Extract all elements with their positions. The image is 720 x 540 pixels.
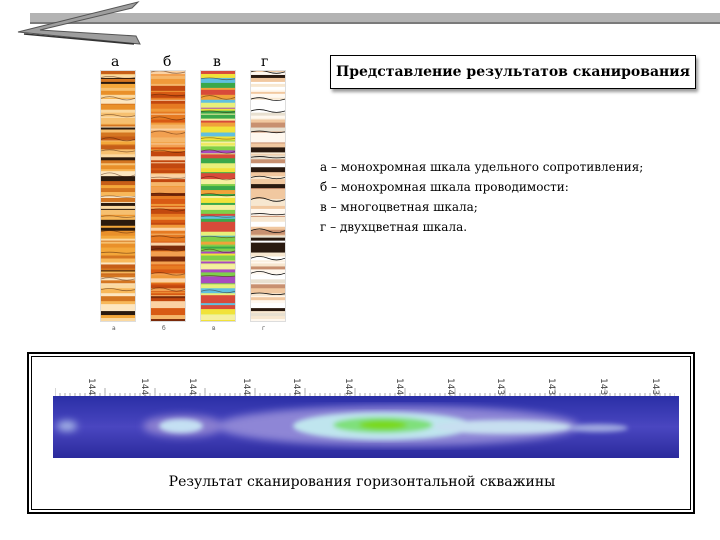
- log-image-multicolor: [200, 70, 236, 322]
- column-letter-g: г: [261, 54, 269, 70]
- legend-item-g: г – двухцветная шкала.: [320, 220, 468, 234]
- scan-caption: Результат сканирования горизонтальной ск…: [168, 474, 556, 490]
- legend-item-v: в – многоцветная шкала;: [320, 200, 478, 214]
- log-image-monochrome-conductivity: [150, 70, 186, 322]
- column-foot-a: а: [112, 325, 116, 332]
- legend-item-b: б – монохромная шкала проводимости:: [320, 180, 569, 194]
- page-title: Представление результатов сканирования: [336, 64, 690, 80]
- column-letter-v: в: [213, 54, 221, 70]
- scan-frame: [27, 352, 695, 514]
- log-image-two-color: [250, 70, 286, 322]
- column-letter-b: б: [163, 54, 172, 70]
- log-image-monochrome-resistivity: [100, 70, 136, 322]
- header-swoosh-icon: [17, 1, 141, 45]
- column-foot-g: г: [262, 325, 266, 332]
- legend-item-a: а – монохромная шкала удельного сопротив…: [320, 160, 644, 174]
- header-bar: [30, 13, 720, 22]
- column-foot-b: б: [162, 325, 166, 332]
- legend: а – монохромная шкала удельного сопротив…: [320, 157, 720, 237]
- title-box: Представление результатов сканирования: [330, 55, 696, 89]
- header-bar-shadow: [30, 22, 720, 24]
- horizontal-well-scan-image: [53, 396, 679, 458]
- column-letter-a: а: [111, 54, 120, 70]
- column-foot-v: в: [212, 325, 216, 332]
